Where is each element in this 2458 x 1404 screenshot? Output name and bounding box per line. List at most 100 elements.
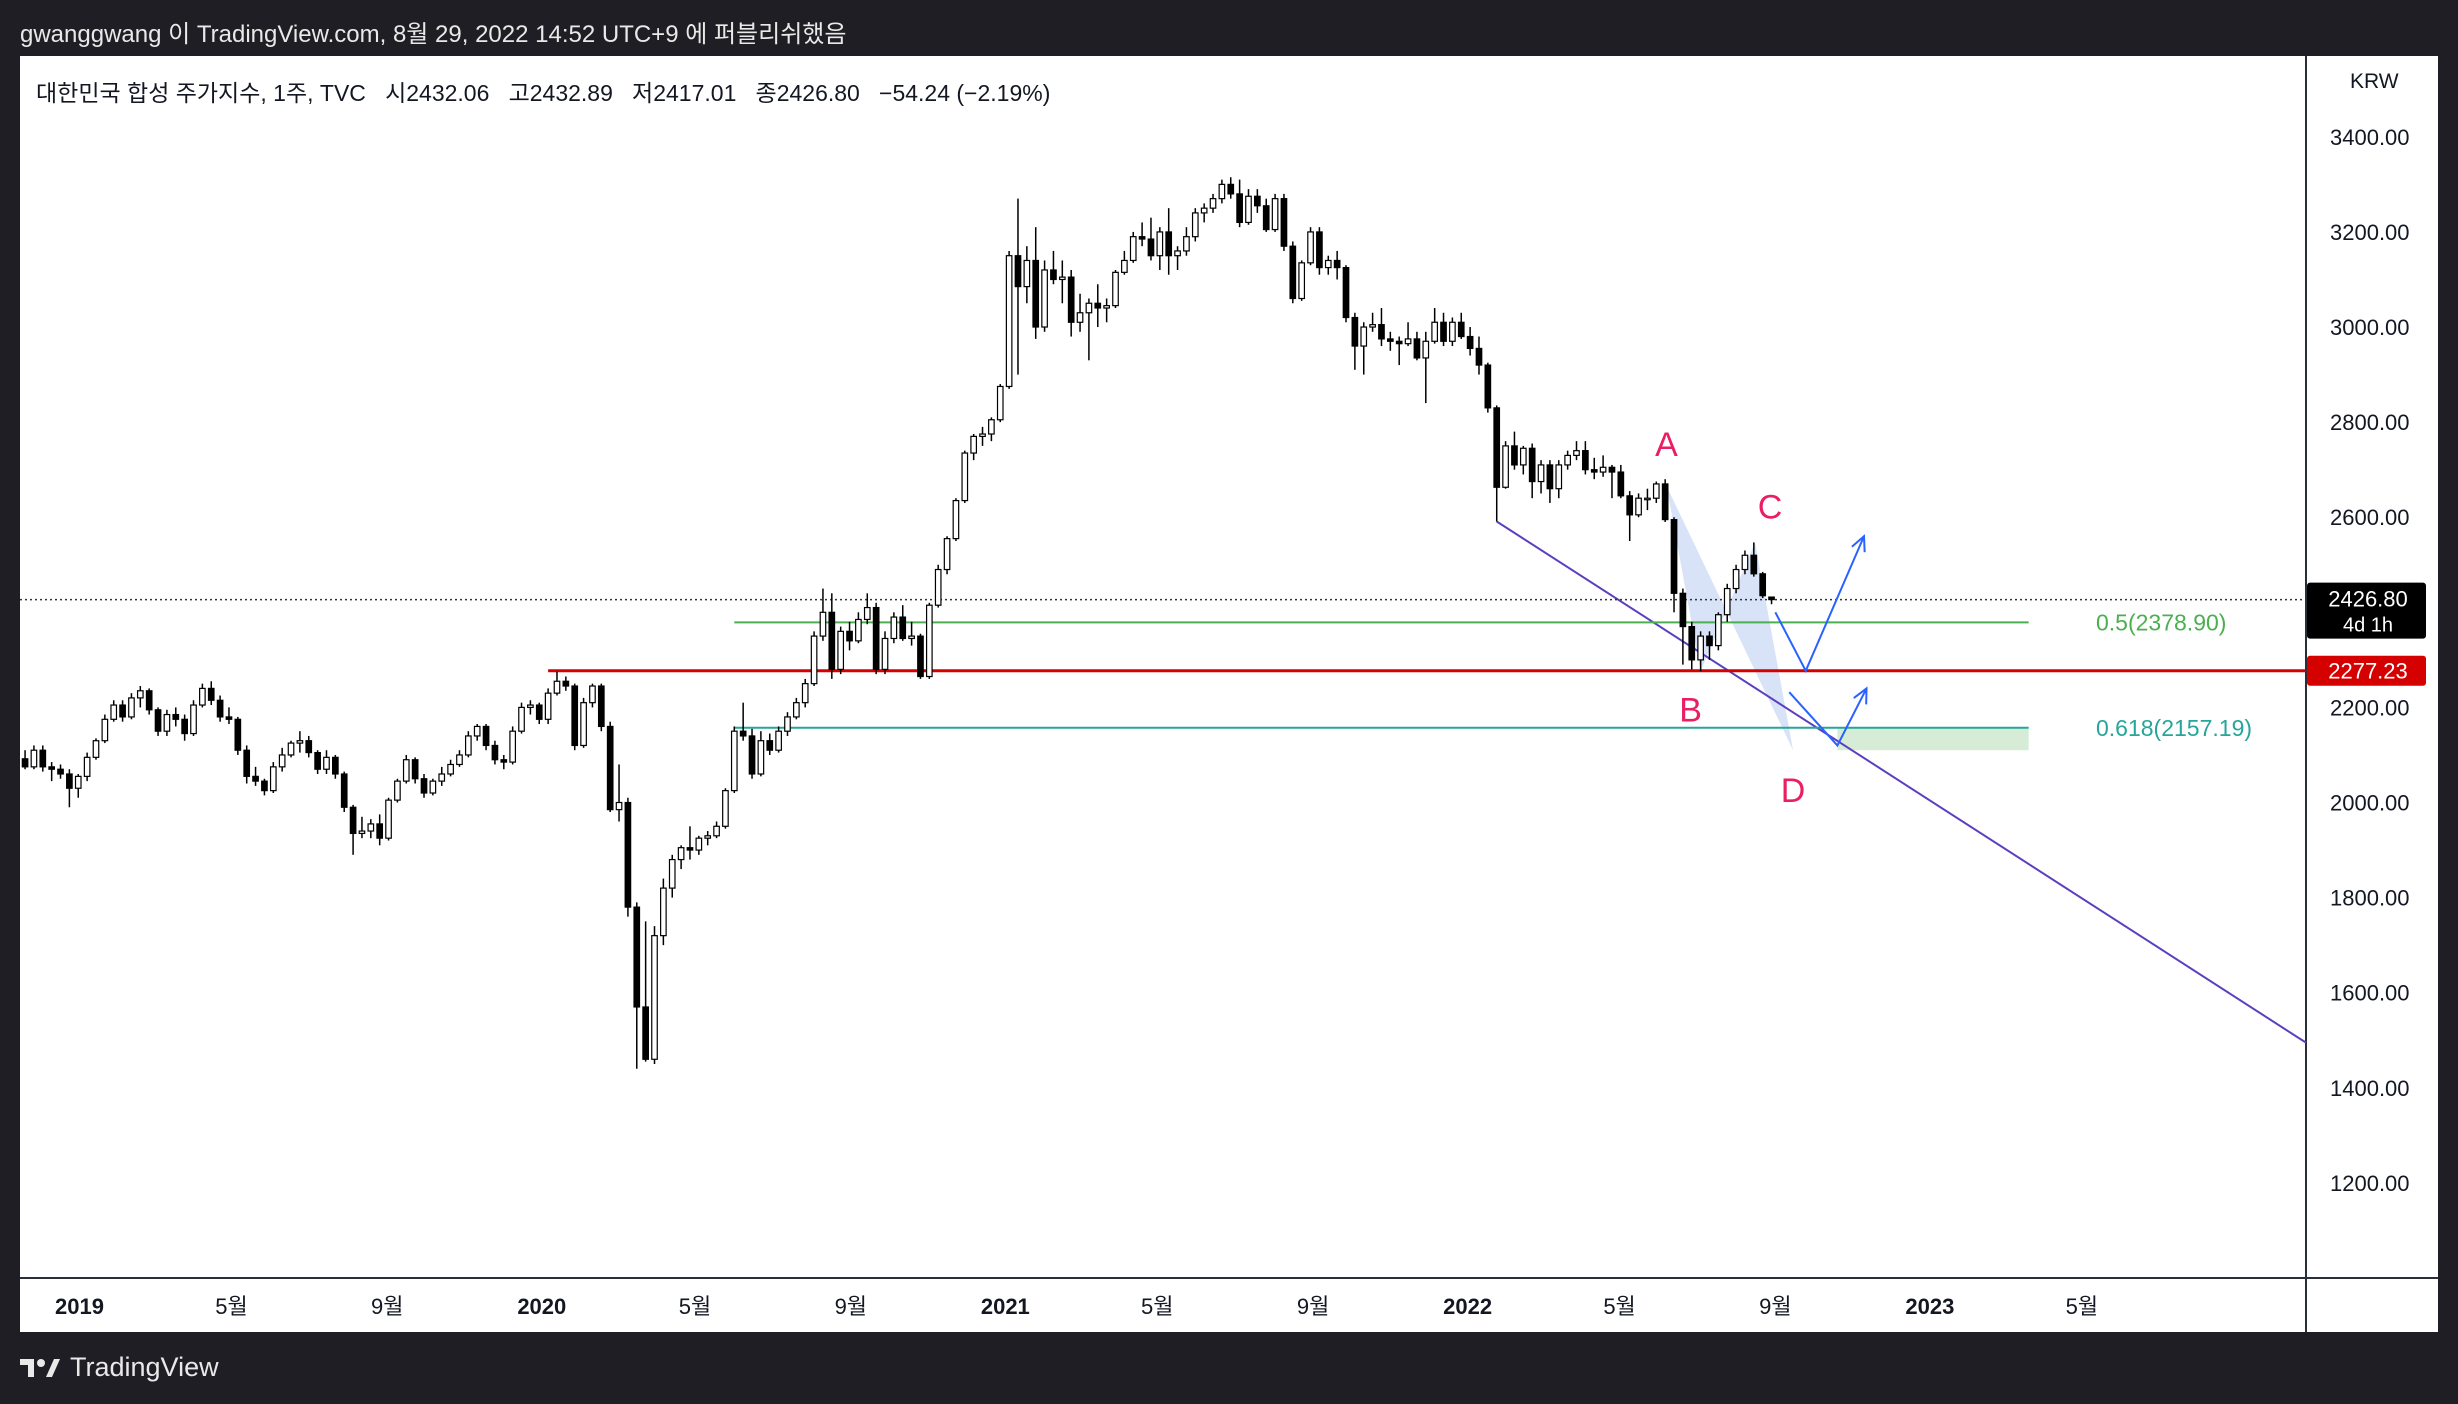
candle-body bbox=[482, 725, 490, 747]
pattern-point-label: A bbox=[1655, 426, 1678, 464]
candle-body bbox=[1732, 568, 1740, 590]
candle-body bbox=[1679, 592, 1687, 628]
candle-body bbox=[784, 716, 791, 732]
candle-body bbox=[145, 690, 153, 711]
candle-body bbox=[1227, 183, 1235, 195]
candle-body bbox=[305, 740, 313, 754]
candle-body bbox=[970, 435, 978, 454]
candle-body bbox=[1590, 469, 1598, 473]
legend-change: −54.24 (−2.19%) bbox=[879, 80, 1051, 106]
candle-body bbox=[1493, 407, 1501, 488]
candle-body bbox=[1076, 312, 1084, 323]
candle-body bbox=[1112, 271, 1119, 307]
projection-arrowhead bbox=[1851, 534, 1866, 553]
x-tick-label: 2023 bbox=[1905, 1294, 1954, 1319]
candle-body bbox=[314, 751, 321, 770]
candle-body bbox=[1307, 231, 1314, 264]
candle-body bbox=[1298, 262, 1306, 300]
candle-body bbox=[1528, 447, 1536, 483]
candle-body bbox=[287, 742, 295, 756]
candle-body bbox=[1661, 483, 1669, 521]
candle-body bbox=[1103, 305, 1110, 309]
abcd-pattern-fill bbox=[1666, 485, 1794, 751]
candle-body bbox=[1608, 466, 1616, 473]
candle-body bbox=[243, 749, 251, 777]
candle-body bbox=[1449, 321, 1456, 342]
candle-body bbox=[668, 858, 676, 889]
candle-body bbox=[722, 790, 729, 827]
brand[interactable]: TradingView bbox=[20, 1352, 219, 1383]
fib-level-label: 0.618(2157.19) bbox=[2096, 715, 2252, 741]
candle-body bbox=[1183, 236, 1190, 252]
last-price-tag bbox=[2307, 582, 2426, 639]
candle-body bbox=[952, 499, 960, 540]
candle-body bbox=[996, 385, 1004, 421]
candle-body bbox=[713, 825, 720, 837]
candle-body bbox=[30, 749, 38, 768]
symbol-legend: 대한민국 합성 주가지수, 1주, TVC 시2432.06 고2432.89 … bbox=[36, 74, 1050, 108]
candle-body bbox=[527, 704, 534, 709]
candle-body bbox=[1741, 554, 1749, 571]
candle-body bbox=[1484, 364, 1492, 409]
y-tick-label: 1200.00 bbox=[2330, 1171, 2410, 1196]
candle-body bbox=[624, 801, 632, 908]
candle-body bbox=[757, 740, 765, 775]
candle-body bbox=[101, 718, 109, 742]
candle-body bbox=[1635, 497, 1642, 516]
candle-body bbox=[411, 759, 419, 780]
candle-body bbox=[1466, 335, 1474, 350]
candle-body bbox=[793, 702, 800, 718]
candle-body bbox=[252, 775, 259, 782]
candle-body bbox=[1617, 471, 1625, 497]
candle-body bbox=[1599, 466, 1607, 473]
candle-body bbox=[261, 780, 268, 792]
candle-body bbox=[1280, 198, 1288, 247]
candle-body bbox=[1537, 464, 1545, 483]
candle-body bbox=[1688, 625, 1696, 661]
y-tick-label: 2600.00 bbox=[2330, 505, 2410, 530]
candle-body bbox=[819, 611, 827, 637]
candle-body bbox=[606, 725, 614, 811]
candle-body bbox=[1564, 454, 1571, 466]
candle-body bbox=[216, 699, 224, 718]
candle-body bbox=[695, 837, 703, 851]
candle-body bbox=[447, 763, 454, 775]
tradingview-logo-icon bbox=[20, 1358, 60, 1377]
candle-body bbox=[1759, 573, 1767, 597]
candle-body bbox=[1378, 324, 1385, 340]
candle-body bbox=[1032, 259, 1040, 328]
x-tick-label: 5월 bbox=[1141, 1294, 1173, 1319]
candle-body bbox=[438, 773, 446, 782]
candle-body bbox=[1316, 231, 1323, 269]
candle-body bbox=[1386, 338, 1394, 342]
candle-body bbox=[358, 830, 366, 835]
candle-body bbox=[801, 683, 809, 704]
x-tick-label: 9월 bbox=[1759, 1294, 1791, 1319]
candle-body bbox=[828, 611, 836, 670]
legend-close-label: 종 bbox=[755, 80, 777, 106]
x-tick-label: 2020 bbox=[517, 1294, 566, 1319]
candle-body bbox=[704, 835, 712, 839]
candle-body bbox=[128, 697, 135, 718]
candle-body bbox=[1271, 198, 1279, 231]
candle-body bbox=[917, 635, 924, 678]
pattern-point-label: C bbox=[1758, 488, 1783, 526]
candle-body bbox=[225, 716, 233, 720]
x-tick-label: 5월 bbox=[215, 1294, 247, 1319]
y-tick-label: 2200.00 bbox=[2330, 695, 2410, 720]
y-tick-label: 2800.00 bbox=[2330, 410, 2410, 435]
candle-body bbox=[1333, 259, 1341, 269]
candle-body bbox=[544, 692, 552, 720]
candle-body bbox=[39, 749, 47, 768]
candle-body bbox=[810, 635, 818, 685]
candle-body bbox=[651, 935, 658, 1060]
candle-body bbox=[1652, 483, 1660, 499]
x-tick-label: 2022 bbox=[1443, 1294, 1492, 1319]
candle-body bbox=[1644, 497, 1651, 501]
chart-frame[interactable] bbox=[20, 56, 2438, 1332]
candle-body bbox=[686, 847, 694, 851]
candle-body bbox=[181, 718, 188, 735]
candle-body bbox=[1582, 450, 1589, 471]
candle-body bbox=[473, 725, 481, 737]
